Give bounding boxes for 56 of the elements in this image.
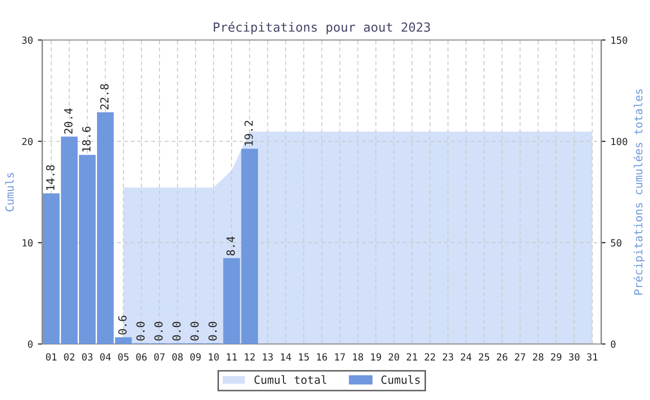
data-label: 8.4 xyxy=(226,236,235,256)
data-label: 0.0 xyxy=(208,322,217,340)
y2-tick-label: 150 xyxy=(611,36,628,44)
x-tick-label: 26 xyxy=(496,353,508,361)
x-tick-label: 13 xyxy=(262,353,273,361)
x-tick-label: 28 xyxy=(533,353,544,361)
x-tick-label: 04 xyxy=(100,353,111,361)
x-tick-label: 30 xyxy=(569,353,580,361)
data-label: 0.6 xyxy=(118,316,127,334)
y-tick-label: 0 xyxy=(28,340,33,348)
x-tick-label: 14 xyxy=(281,353,292,360)
y-tick-label: 20 xyxy=(22,138,33,146)
y-tick-label: 30 xyxy=(22,36,33,44)
data-label: 20.4 xyxy=(64,108,73,134)
data-label: 0.0 xyxy=(154,322,163,340)
x-tick-label: 05 xyxy=(118,353,128,361)
x-tick-label: 24 xyxy=(460,353,472,360)
x-tick-label: 23 xyxy=(442,353,454,361)
data-label: 14.8 xyxy=(46,165,55,190)
legend-label: Cumul total xyxy=(254,375,326,384)
y-axis-title: Cumuls xyxy=(5,173,14,212)
x-tick-label: 12 xyxy=(244,353,255,360)
x-tick-label: 20 xyxy=(388,353,400,361)
x-tick-label: 16 xyxy=(317,353,327,361)
x-tick-label: 09 xyxy=(190,353,201,361)
x-tick-label: 25 xyxy=(478,353,490,361)
x-tick-label: 19 xyxy=(371,353,382,361)
chart-title: Précipitations pour aout 2023 xyxy=(214,22,430,34)
y2-axis-title: Précipitations cumulées totales xyxy=(633,89,645,295)
x-tick-label: 18 xyxy=(353,353,364,361)
data-label: 19.2 xyxy=(244,120,253,146)
x-tick-label: 07 xyxy=(154,353,165,361)
data-label: 22.8 xyxy=(100,84,109,110)
x-tick-label: 27 xyxy=(514,353,526,360)
x-tick-label: 06 xyxy=(136,353,147,361)
x-tick-label: 11 xyxy=(226,353,237,360)
x-tick-label: 29 xyxy=(551,353,562,361)
x-tick-label: 03 xyxy=(82,353,92,361)
x-tick-label: 02 xyxy=(64,353,74,361)
x-tick-label: 21 xyxy=(406,353,418,360)
y2-tick-label: 50 xyxy=(610,239,622,247)
data-label: 0.0 xyxy=(136,322,145,340)
x-tick-label: 01 xyxy=(46,353,56,361)
x-tick-label: 08 xyxy=(172,353,183,361)
x-tick-label: 10 xyxy=(208,353,219,361)
x-tick-label: 15 xyxy=(299,353,309,361)
x-tick-label: 31 xyxy=(587,353,598,361)
data-label: 18.6 xyxy=(82,126,91,152)
x-tick-label: 22 xyxy=(424,353,435,360)
y-tick-label: 10 xyxy=(22,239,33,247)
data-label: 0.0 xyxy=(172,322,181,340)
x-tick-label: 17 xyxy=(335,353,345,360)
data-label: 0.0 xyxy=(190,322,199,340)
y2-tick-label: 100 xyxy=(611,138,628,146)
y2-tick-label: 0 xyxy=(610,340,616,348)
legend-label: Cumuls xyxy=(381,375,420,384)
